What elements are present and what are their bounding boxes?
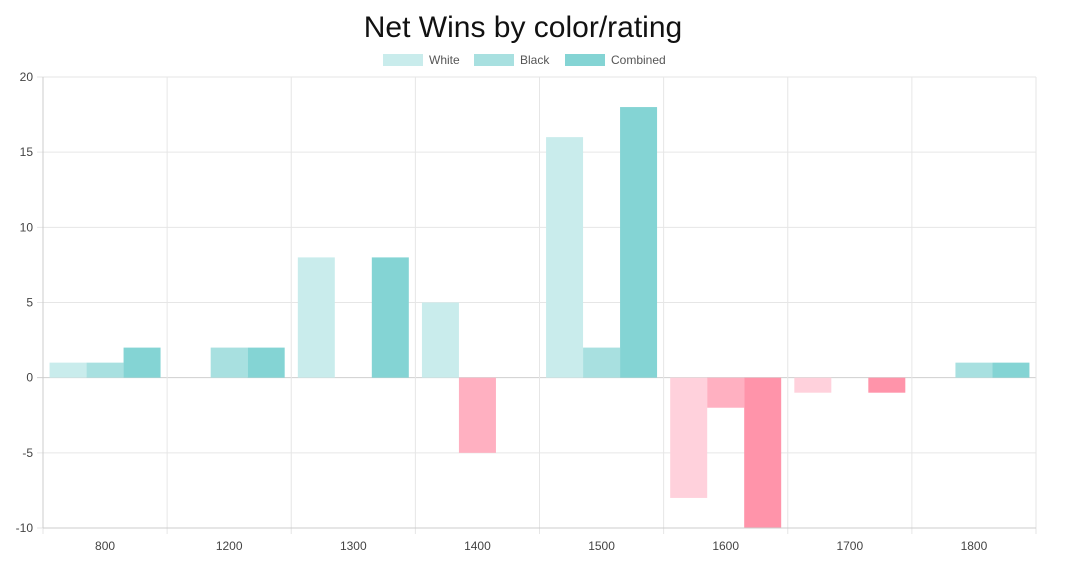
bar-combined-1500 — [620, 107, 658, 378]
bar-black-1500 — [583, 347, 621, 378]
legend-swatch — [565, 54, 605, 66]
bar-black-1200 — [210, 347, 248, 378]
x-tick-label: 1200 — [216, 539, 243, 553]
x-tick-label: 800 — [95, 539, 115, 553]
y-tick-label: -10 — [16, 521, 34, 535]
bar-white-1500 — [546, 137, 584, 378]
bar-white-1700 — [794, 377, 832, 393]
x-tick-label: 1400 — [464, 539, 491, 553]
bar-combined-1800 — [992, 362, 1030, 378]
y-tick-label: 15 — [20, 145, 34, 159]
legend-swatch — [474, 54, 514, 66]
legend-label: Combined — [611, 53, 666, 67]
x-tick-label: 1500 — [588, 539, 615, 553]
x-tick-label: 1600 — [712, 539, 739, 553]
legend[interactable]: White Black Combined — [383, 53, 666, 67]
legend-item-combined[interactable]: Combined — [565, 53, 666, 67]
chart-title: Net Wins by color/rating — [364, 11, 682, 44]
y-tick-label: 10 — [20, 220, 34, 234]
legend-item-black[interactable]: Black — [474, 53, 550, 67]
axes: 20 15 10 5 0 -5 -10 800 1200 1300 1400 1500 1600 1700… — [16, 70, 1036, 553]
legend-label: White — [429, 53, 460, 67]
bar-black-1600 — [707, 377, 745, 408]
x-tick-label: 1800 — [961, 539, 988, 553]
bar-white-800 — [49, 362, 87, 378]
y-tick-label: 20 — [20, 70, 34, 84]
legend-swatch — [383, 54, 423, 66]
legend-label: Black — [520, 53, 550, 67]
legend-item-white[interactable]: White — [383, 53, 460, 67]
x-tick-label: 1300 — [340, 539, 367, 553]
x-tick-label: 1700 — [836, 539, 863, 553]
bar-combined-1300 — [371, 257, 409, 378]
bar-black-800 — [86, 362, 124, 378]
bar-white-1600 — [670, 377, 708, 498]
y-tick-label: -5 — [22, 446, 33, 460]
bar-black-1800 — [955, 362, 993, 378]
bar-combined-800 — [123, 347, 161, 378]
bar-combined-1200 — [247, 347, 285, 378]
bar-white-1300 — [297, 257, 335, 378]
bar-combined-1600 — [744, 377, 782, 528]
bars — [49, 107, 1030, 528]
bar-white-1400 — [421, 302, 459, 378]
bar-black-1400 — [458, 377, 496, 453]
y-tick-label: 5 — [26, 296, 33, 310]
y-tick-label: 0 — [26, 371, 33, 385]
grid — [37, 76, 1037, 534]
bar-combined-1700 — [868, 377, 906, 393]
